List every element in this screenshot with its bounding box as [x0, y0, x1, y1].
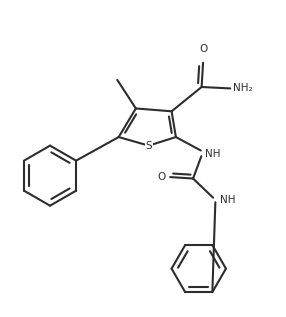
- Text: S: S: [145, 141, 152, 151]
- Text: NH₂: NH₂: [233, 83, 253, 94]
- Text: NH: NH: [205, 149, 221, 159]
- Text: O: O: [199, 44, 207, 54]
- Text: NH: NH: [220, 195, 235, 205]
- Text: O: O: [158, 172, 166, 182]
